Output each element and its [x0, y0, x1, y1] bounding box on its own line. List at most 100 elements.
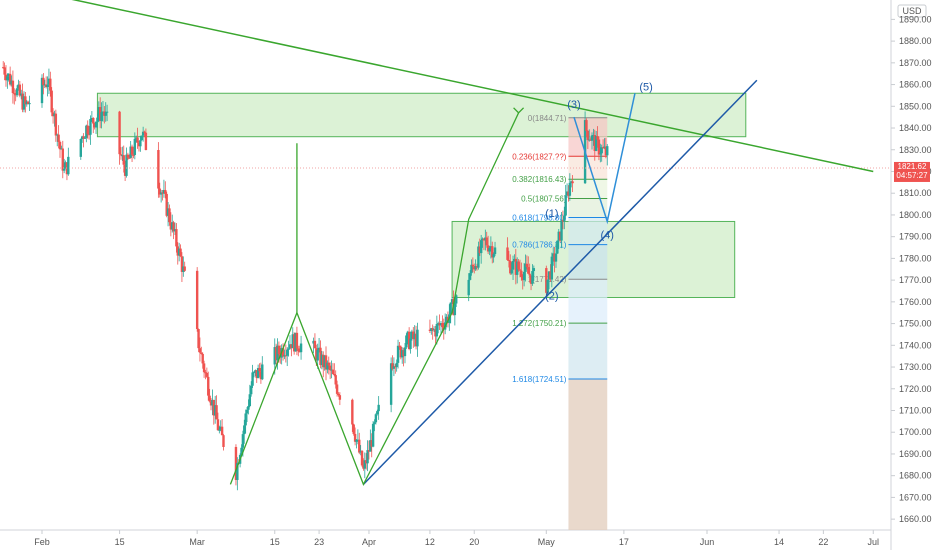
candle-body	[515, 261, 519, 275]
y-tick-label: 1740.00	[899, 340, 932, 350]
candle-body	[363, 460, 367, 469]
y-tick-label: 1720.00	[899, 384, 932, 394]
candle-down	[391, 355, 394, 371]
candle-body	[140, 135, 143, 141]
candle-body	[87, 134, 91, 136]
candle-down	[169, 212, 173, 237]
candle-down	[11, 70, 15, 104]
x-tick-label: Jun	[700, 537, 715, 547]
candle-body	[337, 393, 340, 396]
fib-level-label: 0.5(1807.56)	[521, 195, 567, 204]
candle-up	[392, 357, 396, 377]
candle-up	[600, 144, 603, 162]
candle-down	[337, 392, 340, 397]
y-tick-label: 1730.00	[899, 362, 932, 372]
candle-up	[556, 240, 559, 254]
candle-up	[477, 241, 480, 270]
candle-body	[121, 155, 124, 157]
x-tick-label: Feb	[34, 537, 50, 547]
candle-body	[373, 422, 376, 424]
last-price-tag: 1821.62 04:57:27	[894, 161, 930, 182]
candle-body	[557, 231, 560, 241]
candle-body	[292, 334, 296, 352]
candle-down	[327, 356, 330, 375]
y-tick-label: 1790.00	[899, 232, 932, 242]
candle-body	[453, 303, 457, 316]
candle-down	[407, 327, 411, 351]
fib-band	[568, 198, 608, 218]
candle-body	[394, 366, 397, 368]
candle-body	[17, 84, 20, 89]
candle-body	[489, 246, 493, 249]
candle-down	[284, 344, 288, 363]
candle-body	[11, 80, 15, 94]
candle-body	[101, 111, 105, 113]
candle-up	[592, 128, 595, 146]
candle-body	[362, 465, 365, 469]
candle-down	[175, 223, 178, 253]
candle-body	[175, 229, 178, 247]
candle-up	[244, 409, 247, 434]
candle-up	[243, 419, 246, 444]
candle-up	[6, 73, 9, 89]
candle-body	[290, 344, 293, 349]
candle-down	[431, 324, 434, 340]
candle-down	[143, 130, 146, 138]
candle-down	[58, 140, 62, 158]
fib-level-label: 0.618(1798.80)	[512, 214, 567, 223]
candle-down	[4, 65, 8, 87]
candle-body	[407, 331, 411, 349]
candle-body	[261, 364, 264, 380]
x-tick-label: Mar	[189, 537, 205, 547]
candle-body	[64, 162, 67, 169]
candle-up	[396, 339, 400, 369]
candle-up	[286, 347, 289, 367]
candle-body	[212, 399, 215, 416]
time-axis[interactable]: Feb 15 Mar 15 23 Apr 12 20 May 17 Jun 14 22 Jul	[34, 530, 879, 547]
candle-body	[42, 77, 45, 86]
candle-body	[475, 266, 479, 268]
candle-down	[274, 343, 278, 365]
candle-body	[43, 84, 46, 86]
candle-up	[10, 75, 13, 87]
candle-body	[560, 220, 563, 241]
candle-down	[360, 450, 364, 467]
candle-down	[197, 328, 200, 352]
candle-body	[565, 191, 569, 196]
candle-body	[208, 395, 211, 402]
candle-down	[589, 137, 592, 141]
candle-up	[432, 326, 436, 333]
candle-down	[123, 160, 127, 181]
candle-up	[450, 297, 454, 304]
candle-body	[330, 369, 333, 371]
candle-down	[553, 246, 556, 273]
candle-body	[295, 332, 299, 349]
candle-down	[351, 398, 354, 432]
candle-body	[399, 346, 403, 358]
candle-body	[97, 107, 101, 118]
candle-body	[374, 414, 378, 423]
candle-body	[180, 256, 184, 272]
candle-body	[506, 247, 509, 260]
candle-down	[220, 419, 224, 436]
candle-up	[140, 135, 143, 141]
candle-down	[295, 326, 299, 356]
y-tick-label: 1890.00	[899, 14, 932, 24]
candle-body	[130, 146, 134, 155]
candle-down	[604, 137, 608, 159]
candle-up	[162, 179, 166, 198]
candle-body	[83, 137, 87, 139]
candle-down	[528, 263, 531, 283]
candle-down	[51, 108, 55, 124]
candle-down	[255, 370, 258, 383]
candle-body	[351, 399, 354, 425]
price-axis[interactable]: 1890.00 1880.00 1870.00 1860.00 1850.00 1840.…	[891, 14, 932, 524]
candle-body	[545, 268, 548, 293]
candle-body	[299, 343, 303, 353]
pattern-arrowhead	[513, 107, 525, 114]
candle-up	[606, 143, 609, 166]
candle-body	[24, 96, 27, 105]
candle-body	[18, 84, 22, 96]
candle-body	[317, 347, 321, 351]
